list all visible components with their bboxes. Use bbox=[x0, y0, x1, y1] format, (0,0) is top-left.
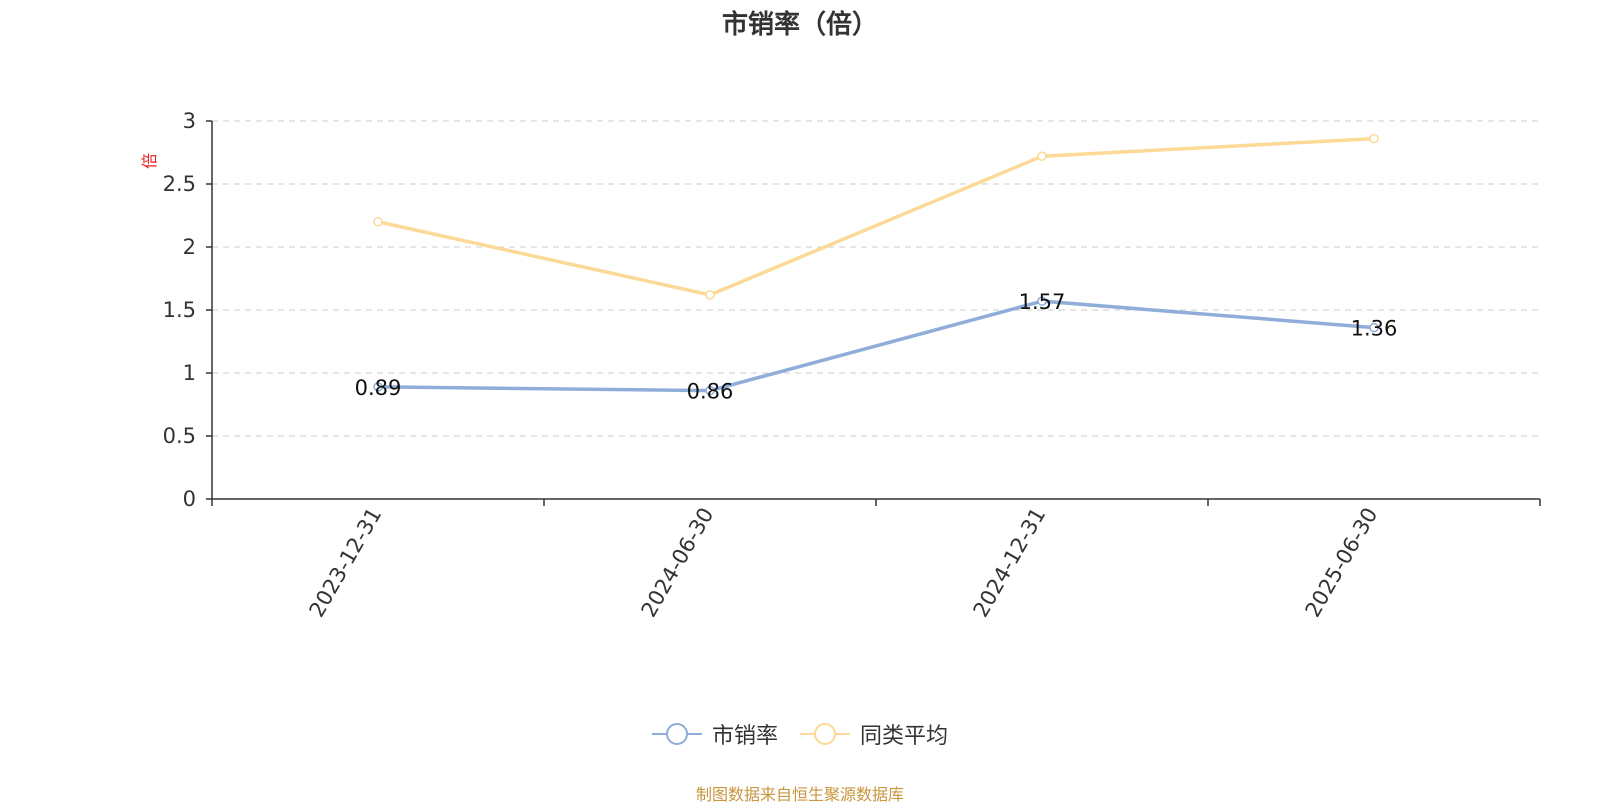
source-note: 制图数据来自恒生聚源数据库 bbox=[695, 785, 904, 804]
data-point bbox=[1369, 322, 1379, 333]
data-label: 0.89 bbox=[355, 376, 402, 400]
data-point bbox=[1369, 133, 1379, 144]
x-tick-label: 2025-06-30 bbox=[1301, 504, 1383, 622]
legend-line-circle-icon bbox=[651, 723, 702, 745]
legend-line-circle-icon bbox=[800, 723, 850, 745]
y-tick-label: 2 bbox=[183, 235, 196, 259]
data-point bbox=[705, 385, 715, 396]
data-label: 0.86 bbox=[687, 380, 734, 404]
legend-label-ps: 市销率 bbox=[711, 724, 778, 749]
x-tick-label: 2024-06-30 bbox=[637, 504, 719, 622]
y-tick-label: 0.5 bbox=[163, 424, 196, 448]
data-label: 1.57 bbox=[1019, 290, 1066, 314]
data-point bbox=[1037, 296, 1047, 306]
y-tick-label: 3 bbox=[183, 109, 196, 133]
data-point bbox=[373, 382, 383, 392]
data-label: 1.36 bbox=[1351, 317, 1398, 341]
x-tick-label: 2023-12-31 bbox=[305, 504, 387, 622]
data-point bbox=[1037, 151, 1047, 162]
y-tick-label: 2.5 bbox=[163, 172, 196, 196]
data-point bbox=[705, 290, 715, 300]
series-line-ps bbox=[377, 299, 1375, 393]
data-point bbox=[373, 217, 383, 227]
x-tick-label: 2024-12-31 bbox=[969, 504, 1051, 622]
chart-title: 市销率（倍） bbox=[721, 10, 878, 40]
legend-label-avg: 同类平均 bbox=[860, 724, 949, 749]
legend-item-avg[interactable]: 同类平均 bbox=[800, 718, 948, 750]
y-tick-label: 1.5 bbox=[163, 298, 196, 322]
y-tick-label: 0 bbox=[183, 487, 196, 511]
y-tick-label: 1 bbox=[183, 361, 196, 385]
legend-item-ps[interactable]: 市销率 bbox=[651, 718, 778, 750]
series-line-avg bbox=[377, 136, 1375, 297]
legend: 市销率 同类平均 bbox=[0, 718, 1600, 750]
y-axis-unit-label: 倍 bbox=[140, 153, 159, 169]
